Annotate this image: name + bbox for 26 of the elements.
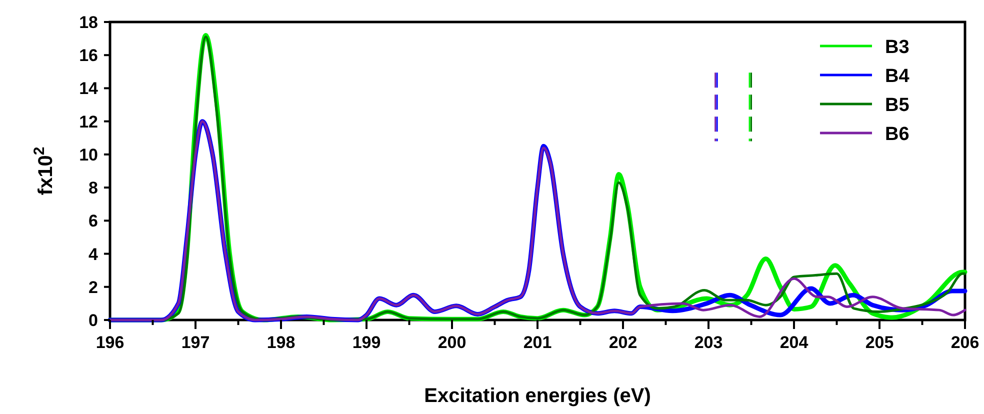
x-tick-label: 206	[950, 333, 980, 352]
legend-label: B4	[885, 66, 910, 87]
y-tick-label: 4	[88, 244, 99, 264]
y-tick-label: 12	[79, 112, 98, 132]
y-tick-label: 6	[88, 212, 98, 231]
x-tick-label: 203	[694, 333, 723, 352]
x-tick-label: 198	[266, 333, 296, 352]
y-tick-label: 2	[88, 278, 98, 297]
legend-label: B5	[885, 95, 910, 116]
x-tick-label: 205	[865, 333, 894, 352]
x-tick-label: 200	[438, 333, 466, 352]
x-tick-label: 202	[608, 333, 638, 352]
y-tick-label: 8	[88, 178, 98, 198]
y-tick-label: 16	[79, 46, 98, 66]
y-tick-label: 14	[79, 79, 99, 98]
x-tick-label: 204	[780, 333, 809, 352]
legend-label: B3	[885, 37, 910, 58]
x-tick-label: 199	[352, 333, 381, 352]
x-tick-label: 201	[523, 333, 552, 352]
x-tick-label: 197	[181, 333, 210, 352]
y-tick-label: 18	[79, 13, 98, 32]
legend-label: B6	[885, 124, 910, 145]
x-tick-label: 196	[96, 333, 124, 352]
y-tick-label: 10	[79, 145, 98, 164]
y-tick-label: 0	[88, 311, 98, 330]
x-axis-title: Excitation energies (eV)	[424, 385, 651, 407]
